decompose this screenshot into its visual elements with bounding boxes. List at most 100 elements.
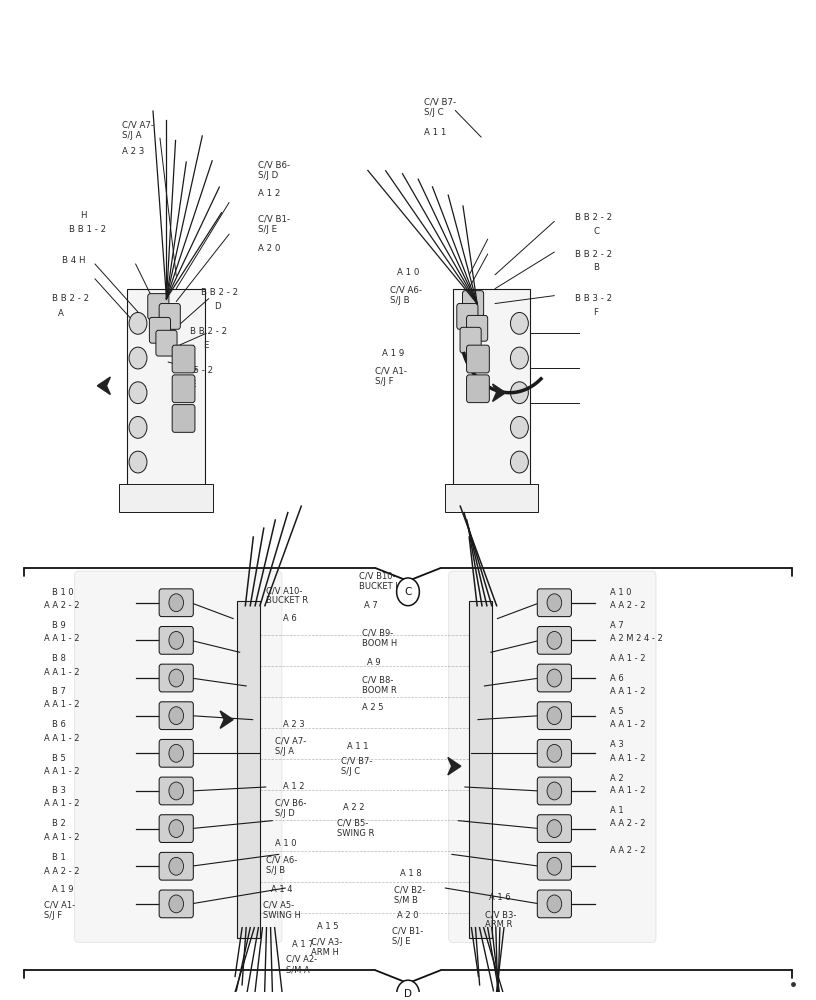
- Text: C/V B8-
BOOM R: C/V B8- BOOM R: [361, 675, 397, 695]
- Circle shape: [547, 782, 561, 800]
- FancyBboxPatch shape: [449, 571, 656, 943]
- Text: A A 2 - 2: A A 2 - 2: [44, 867, 79, 876]
- Text: A A 1 - 2: A A 1 - 2: [44, 634, 79, 643]
- Circle shape: [169, 895, 184, 913]
- Text: A 2 0: A 2 0: [258, 244, 280, 253]
- Bar: [127, 289, 205, 487]
- Text: A 9: A 9: [367, 658, 381, 667]
- Text: A 3: A 3: [610, 740, 623, 749]
- Text: B 6: B 6: [51, 720, 65, 729]
- FancyBboxPatch shape: [172, 345, 195, 373]
- Text: A A 1 - 2: A A 1 - 2: [44, 734, 79, 743]
- FancyBboxPatch shape: [172, 375, 195, 403]
- Text: A 2 5: A 2 5: [361, 703, 384, 712]
- Text: B B 2 - 2: B B 2 - 2: [574, 213, 612, 222]
- Text: C/V B7-
S/J C: C/V B7- S/J C: [424, 98, 456, 117]
- Text: A 1 2: A 1 2: [258, 189, 280, 198]
- Text: A 1: A 1: [610, 806, 623, 815]
- Text: C/V A7-
S/J A: C/V A7- S/J A: [122, 120, 153, 140]
- FancyBboxPatch shape: [156, 330, 177, 356]
- Text: A 6: A 6: [610, 674, 623, 683]
- FancyBboxPatch shape: [159, 702, 193, 730]
- Text: C/V A1-
S/J F: C/V A1- S/J F: [44, 900, 75, 920]
- Text: A 1 5: A 1 5: [317, 922, 339, 931]
- Circle shape: [129, 382, 147, 404]
- Text: B B 2 - 2: B B 2 - 2: [201, 288, 237, 297]
- Text: A 2 3: A 2 3: [122, 147, 144, 156]
- Text: A 5: A 5: [610, 707, 623, 716]
- Text: B 1 0: B 1 0: [51, 588, 73, 597]
- Circle shape: [169, 782, 184, 800]
- Text: C/V A1-
S/J F: C/V A1- S/J F: [375, 366, 407, 386]
- Text: D: D: [404, 989, 412, 999]
- FancyBboxPatch shape: [159, 852, 193, 880]
- Text: C/V B9-
BOOM H: C/V B9- BOOM H: [361, 629, 397, 648]
- Text: E: E: [203, 341, 209, 350]
- Text: A A 2 - 2: A A 2 - 2: [610, 819, 645, 828]
- Circle shape: [511, 451, 528, 473]
- Text: B B 1 - 2: B B 1 - 2: [69, 225, 106, 234]
- Bar: [237, 601, 260, 938]
- Text: A 1 9: A 1 9: [382, 349, 404, 358]
- FancyBboxPatch shape: [537, 702, 571, 730]
- Text: A A 1 - 2: A A 1 - 2: [610, 720, 645, 729]
- Text: C/V B10-
BUCKET H: C/V B10- BUCKET H: [359, 571, 401, 591]
- Circle shape: [511, 382, 528, 404]
- Text: B 9: B 9: [51, 621, 65, 630]
- FancyBboxPatch shape: [467, 345, 490, 373]
- Text: C/V B7-
S/J C: C/V B7- S/J C: [341, 756, 373, 776]
- FancyBboxPatch shape: [467, 375, 490, 403]
- Circle shape: [169, 857, 184, 875]
- Bar: [119, 484, 213, 512]
- FancyBboxPatch shape: [537, 777, 571, 805]
- Text: B 8: B 8: [51, 654, 65, 663]
- Text: B: B: [593, 263, 600, 272]
- Text: A: A: [58, 309, 64, 318]
- Circle shape: [129, 312, 147, 334]
- Text: B B 5 - 2: B B 5 - 2: [176, 366, 213, 375]
- Text: A 2 3: A 2 3: [283, 720, 304, 729]
- Text: A A 2 - 2: A A 2 - 2: [610, 846, 645, 855]
- FancyBboxPatch shape: [537, 890, 571, 918]
- Circle shape: [169, 820, 184, 838]
- FancyBboxPatch shape: [537, 627, 571, 654]
- Text: A 1 0: A 1 0: [397, 268, 419, 277]
- FancyBboxPatch shape: [457, 304, 478, 329]
- Text: C: C: [593, 227, 600, 236]
- Text: A A 1 - 2: A A 1 - 2: [610, 654, 645, 663]
- Circle shape: [547, 631, 561, 649]
- Text: B 3: B 3: [51, 786, 65, 795]
- Text: C/V A6-
S/J B: C/V A6- S/J B: [390, 286, 422, 305]
- Text: A A 1 - 2: A A 1 - 2: [44, 668, 79, 677]
- Text: A A 1 - 2: A A 1 - 2: [610, 754, 645, 763]
- FancyBboxPatch shape: [463, 291, 484, 316]
- Text: A 7: A 7: [364, 601, 378, 610]
- FancyBboxPatch shape: [537, 815, 571, 842]
- Text: C/V A7-
S/J A: C/V A7- S/J A: [275, 737, 306, 756]
- Text: B 2: B 2: [51, 819, 65, 828]
- Circle shape: [511, 347, 528, 369]
- FancyBboxPatch shape: [159, 589, 193, 617]
- Bar: [469, 601, 492, 938]
- Text: A A 1 - 2: A A 1 - 2: [610, 687, 645, 696]
- Circle shape: [511, 416, 528, 438]
- Text: C/V B5-
SWING R: C/V B5- SWING R: [337, 819, 375, 838]
- Text: A A 1 - 2: A A 1 - 2: [44, 799, 79, 808]
- Text: C/V A5-
SWING H: C/V A5- SWING H: [264, 900, 301, 920]
- Circle shape: [169, 707, 184, 725]
- Text: A 6: A 6: [283, 614, 296, 623]
- Text: B 4 H: B 4 H: [62, 256, 86, 265]
- FancyBboxPatch shape: [159, 777, 193, 805]
- FancyBboxPatch shape: [537, 739, 571, 767]
- Text: A 1 1: A 1 1: [347, 742, 369, 751]
- Circle shape: [547, 820, 561, 838]
- Circle shape: [547, 669, 561, 687]
- Text: C/V B2-
S/M B: C/V B2- S/M B: [394, 885, 425, 905]
- Text: E: E: [190, 380, 196, 389]
- Circle shape: [397, 980, 419, 1000]
- Polygon shape: [220, 711, 233, 728]
- Text: A A 1 - 2: A A 1 - 2: [610, 786, 645, 795]
- Circle shape: [547, 744, 561, 762]
- Circle shape: [511, 312, 528, 334]
- Text: B 7: B 7: [51, 687, 65, 696]
